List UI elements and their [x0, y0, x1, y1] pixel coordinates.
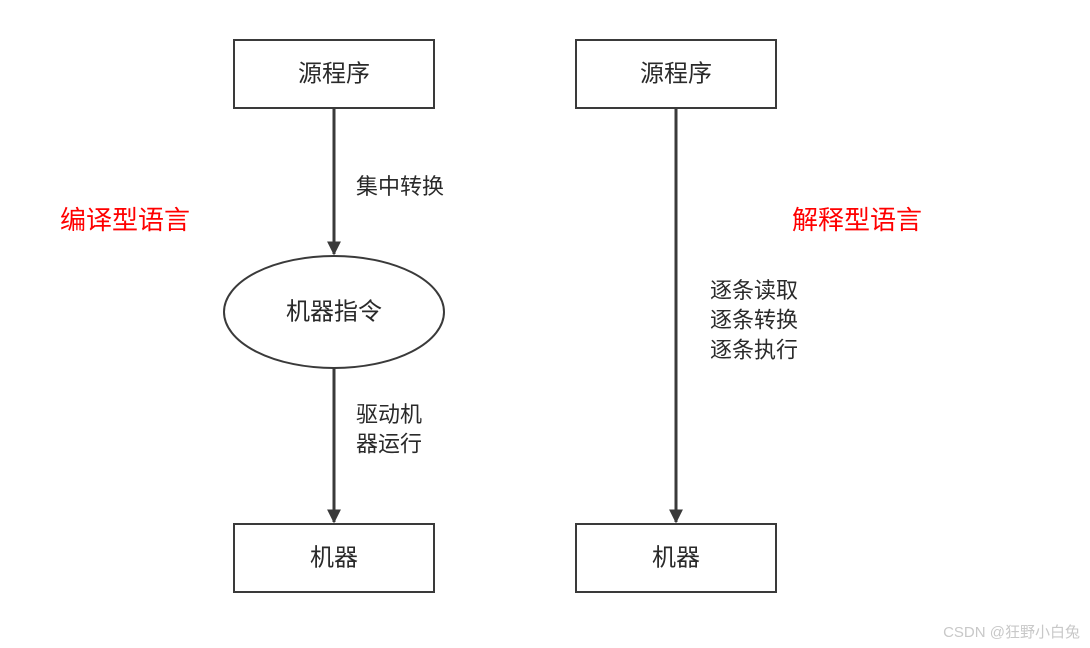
right-machine-node-label: 机器 — [652, 545, 700, 572]
left-source-node-label: 源程序 — [298, 61, 370, 88]
left-machine-node-label: 机器 — [310, 545, 358, 572]
left-diagram-title: 编译型语言 — [60, 200, 190, 237]
watermark-text: CSDN @狂野小白兔 — [943, 621, 1080, 642]
right-edge-0-label: 逐条读取逐条转换逐条执行 — [710, 278, 798, 362]
left-instr-node-label: 机器指令 — [286, 299, 382, 326]
left-edge-1-label: 驱动机器运行 — [356, 402, 422, 457]
right-source-node-label: 源程序 — [640, 61, 712, 88]
flowchart-canvas: 源程序机器指令机器 集中转换驱动机器运行 源程序机器 逐条读取逐条转换逐条执行 — [0, 0, 1090, 648]
right-diagram-title: 解释型语言 — [792, 200, 922, 237]
left-edge-0-label: 集中转换 — [356, 174, 444, 199]
